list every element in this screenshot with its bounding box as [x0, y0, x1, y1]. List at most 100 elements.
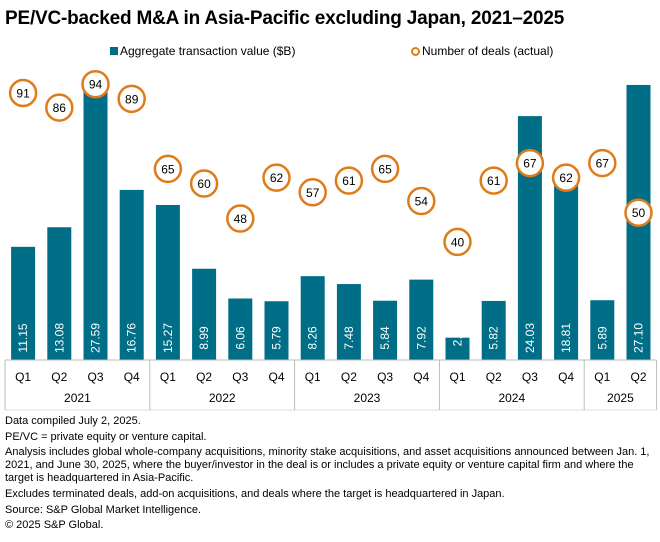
bar-value-label: 16.76	[125, 323, 139, 353]
chart-title: PE/VC-backed M&A in Asia-Pacific excludi…	[5, 8, 565, 29]
footnote-source: Source: S&P Global Market Intelligence.	[5, 504, 202, 516]
quarter-tick-label: Q4	[268, 370, 284, 384]
bar	[336, 284, 361, 360]
deal-count-label: 61	[342, 174, 356, 188]
quarter-tick-label: Q2	[486, 370, 502, 384]
deal-count-label: 62	[270, 171, 284, 185]
bar	[155, 205, 180, 360]
deal-count-marker	[226, 204, 255, 233]
deal-count-label: 65	[378, 162, 392, 176]
deal-count-marker	[117, 84, 146, 114]
deal-count-label: 50	[632, 206, 646, 220]
deal-count-label: 62	[559, 171, 573, 185]
deal-count-marker	[588, 148, 617, 178]
quarter-tick-label: Q3	[377, 370, 393, 384]
deal-count-marker	[551, 163, 581, 192]
deal-count-label: 57	[306, 186, 320, 200]
bar-value-label: 5.79	[270, 326, 284, 350]
bar	[590, 300, 615, 360]
deal-count-marker	[407, 186, 436, 216]
bar-value-label: 5.84	[378, 326, 392, 350]
quarter-tick-label: Q1	[305, 370, 321, 384]
legend-dot-label: Number of deals (actual)	[422, 44, 554, 58]
quarter-tick-label: Q4	[558, 370, 574, 384]
bar-value-label: 5.82	[487, 326, 501, 350]
deal-count-label: 40	[451, 235, 465, 249]
deal-count-marker	[153, 154, 183, 184]
year-tick-label: 2024	[498, 391, 525, 405]
quarter-tick-label: Q2	[341, 370, 357, 384]
legend-bar-label: Aggregate transaction value ($B)	[120, 44, 296, 58]
quarter-tick-label: Q3	[522, 370, 538, 384]
bar-value-label: 7.92	[414, 326, 428, 350]
bar-value-label: 18.81	[559, 323, 573, 353]
chart-plot: 11.15 13.08 27.59 16.76 15.27 8.99 6.06 5.79 8.2…	[4, 69, 658, 411]
bar-value-label: 27.59	[89, 323, 103, 353]
year-tick-label: 2021	[64, 391, 91, 405]
bar	[47, 227, 72, 360]
bar-value-label: 13.08	[52, 323, 66, 353]
deal-count-label: 94	[89, 78, 103, 92]
footnote-date: Data compiled July 2, 2025.	[5, 415, 141, 427]
deal-count-label: 67	[596, 157, 610, 171]
quarter-tick-label: Q1	[160, 370, 176, 384]
bar	[83, 79, 108, 361]
footnote-exclusions: Excludes terminated deals, add-on acquis…	[5, 488, 505, 500]
quarter-tick-label: Q2	[196, 370, 212, 384]
bar	[554, 169, 579, 360]
footnote-analysis: Analysis includes global whole-company a…	[5, 446, 650, 484]
bar-value-label: 24.03	[523, 323, 537, 353]
year-tick-label: 2023	[354, 391, 381, 405]
bar-value-label: 8.99	[197, 326, 211, 350]
footnote-copyright: © 2025 S&P Global.	[5, 519, 104, 531]
bar	[264, 301, 289, 360]
quarter-tick-label: Q3	[232, 370, 248, 384]
deal-count-marker	[624, 198, 653, 227]
deal-count-marker	[334, 166, 364, 195]
deal-count-marker	[298, 178, 327, 207]
year-tick-label: 2025	[607, 391, 634, 405]
deal-count-label: 61	[487, 174, 501, 188]
bar	[373, 300, 398, 360]
bar	[409, 279, 434, 360]
bar	[300, 276, 325, 360]
deal-count-label: 91	[16, 87, 30, 101]
legend-bar: Aggregate transaction value ($B)	[110, 44, 295, 58]
legend-dot: Number of deals (actual)	[411, 44, 553, 58]
quarter-tick-label: Q1	[15, 370, 31, 384]
deal-count-label: 48	[234, 212, 248, 226]
bar-value-label: 27.10	[632, 323, 646, 353]
circle-swatch-icon	[411, 46, 420, 56]
bar-value-label: 11.15	[16, 323, 30, 352]
bar	[119, 189, 144, 360]
quarter-tick-label: Q3	[87, 370, 103, 384]
quarter-tick-label: Q4	[413, 370, 429, 384]
deal-count-marker	[262, 163, 291, 192]
bar-value-label: 5.89	[595, 326, 609, 350]
year-tick-label: 2022	[209, 391, 236, 405]
deal-count-label: 89	[125, 92, 139, 106]
bar	[481, 300, 506, 360]
quarter-tick-label: Q1	[594, 370, 610, 384]
footnote-abbrev: PE/VC = private equity or venture capita…	[5, 431, 207, 443]
deal-count-label: 54	[415, 195, 429, 209]
deal-count-label: 60	[197, 177, 211, 191]
bar	[192, 268, 217, 360]
deal-count-marker	[189, 169, 219, 198]
deal-count-marker	[45, 93, 74, 122]
deal-count-label: 65	[161, 162, 175, 176]
deal-count-marker	[515, 148, 545, 178]
quarter-tick-label: Q1	[449, 370, 465, 384]
deal-count-marker	[443, 227, 472, 257]
bar-value-label: 15.27	[161, 323, 175, 353]
deal-count-marker	[81, 69, 110, 99]
bar	[11, 246, 36, 360]
bar	[228, 298, 253, 360]
bar-value-label: 2.2	[451, 329, 465, 346]
deal-count-label: 86	[53, 101, 67, 115]
deal-count-marker	[370, 154, 400, 184]
deal-count-marker	[8, 78, 38, 108]
bar-swatch-icon	[110, 47, 118, 55]
quarter-tick-label: Q2	[630, 370, 646, 384]
